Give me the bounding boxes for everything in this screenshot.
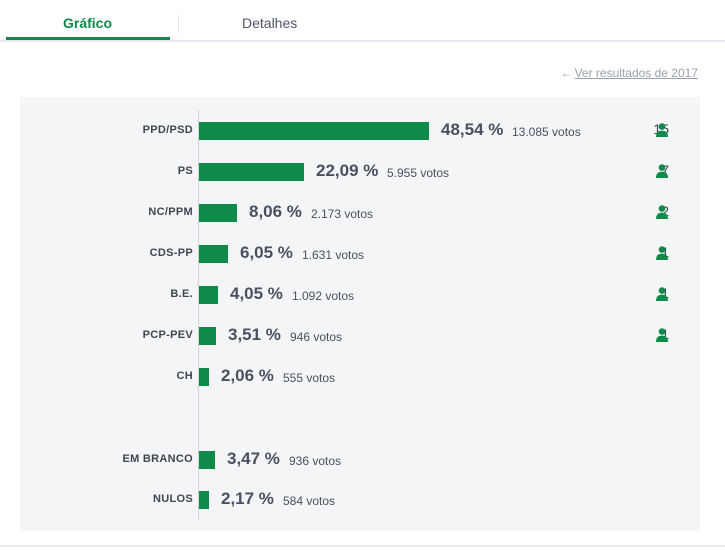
percent-label: 48,54 % xyxy=(441,120,504,139)
votes-label: 1.631 votos xyxy=(302,248,365,262)
result-bar xyxy=(199,204,237,222)
party-label: B.E. xyxy=(170,288,193,300)
votes-label: 946 votos xyxy=(290,330,343,344)
party-label: NC/PPM xyxy=(148,206,193,218)
result-bar xyxy=(199,245,228,263)
seats-count: 1 xyxy=(661,244,669,260)
votes-label: 2.173 votos xyxy=(311,207,374,221)
chart-row: EM BRANCO 3,47 % 936 votos xyxy=(0,449,725,470)
person-icon xyxy=(656,328,668,342)
percent-label: 8,06 % xyxy=(249,202,302,221)
seats-count: 1 xyxy=(661,285,669,301)
result-bar xyxy=(199,368,209,386)
active-tab-indicator xyxy=(6,37,170,40)
percent-label: 4,05 % xyxy=(230,284,283,303)
percent-label: 6,05 % xyxy=(240,243,293,262)
chart-row: CH 2,06 % 555 votos xyxy=(0,366,725,387)
party-label: CDS-PP xyxy=(149,247,193,259)
chart-row: NC/PPM 8,06 % 2.173 votos 2 xyxy=(0,202,725,223)
previous-results-link-label: Ver resultados de 2017 xyxy=(574,66,698,80)
chart-row: PS 22,09 % 5.955 votos 7 xyxy=(0,161,725,182)
tab-grafico[interactable]: Gráfico xyxy=(62,15,112,31)
party-label: CH xyxy=(176,370,193,382)
chart-row: NULOS 2,17 % 584 votos xyxy=(0,489,725,510)
results-chart-panel xyxy=(20,97,700,531)
tab-divider xyxy=(178,15,179,33)
tab-bar: Gráfico Detalhes xyxy=(0,0,725,42)
percent-label: 2,06 % xyxy=(221,366,274,385)
percent-label: 3,47 % xyxy=(227,449,280,468)
chart-row: PCP-PEV 3,51 % 946 votos 1 xyxy=(0,325,725,346)
person-icon xyxy=(656,164,668,178)
result-bar xyxy=(199,286,218,304)
result-bar xyxy=(199,451,215,469)
result-bar xyxy=(199,327,216,345)
votes-label: 584 votos xyxy=(283,494,336,508)
percent-label: 22,09 % xyxy=(316,161,379,180)
chart-axis-line xyxy=(198,110,199,520)
votes-label: 5.955 votos xyxy=(387,166,450,180)
party-label: EM BRANCO xyxy=(122,453,193,465)
person-icon xyxy=(656,246,668,260)
percent-label: 3,51 % xyxy=(228,325,281,344)
party-label: PS xyxy=(177,165,193,177)
votes-label: 555 votos xyxy=(283,371,336,385)
party-label: PPD/PSD xyxy=(142,124,193,136)
result-bar xyxy=(199,163,304,181)
person-icon xyxy=(656,123,668,137)
bottom-divider xyxy=(0,545,725,547)
result-bar xyxy=(199,122,429,140)
previous-results-link[interactable]: ← Ver resultados de 2017 xyxy=(561,66,698,80)
party-label: NULOS xyxy=(153,493,193,505)
seats-count: 7 xyxy=(661,162,669,178)
votes-label: 936 votos xyxy=(289,454,342,468)
person-icon xyxy=(656,205,668,219)
arrow-left-icon: ← xyxy=(560,66,573,80)
votes-label: 13.085 votos xyxy=(512,125,581,139)
party-label: PCP-PEV xyxy=(142,329,193,341)
person-icon xyxy=(656,287,668,301)
tab-detalhes[interactable]: Detalhes xyxy=(242,15,298,31)
votes-label: 1.092 votos xyxy=(292,289,355,303)
chart-row: CDS-PP 6,05 % 1.631 votos 1 xyxy=(0,243,725,264)
percent-label: 2,17 % xyxy=(221,489,274,508)
seats-count: 2 xyxy=(661,203,669,219)
chart-row: B.E. 4,05 % 1.092 votos 1 xyxy=(0,284,725,305)
result-bar xyxy=(199,491,209,509)
seats-count: 1 xyxy=(661,326,669,342)
